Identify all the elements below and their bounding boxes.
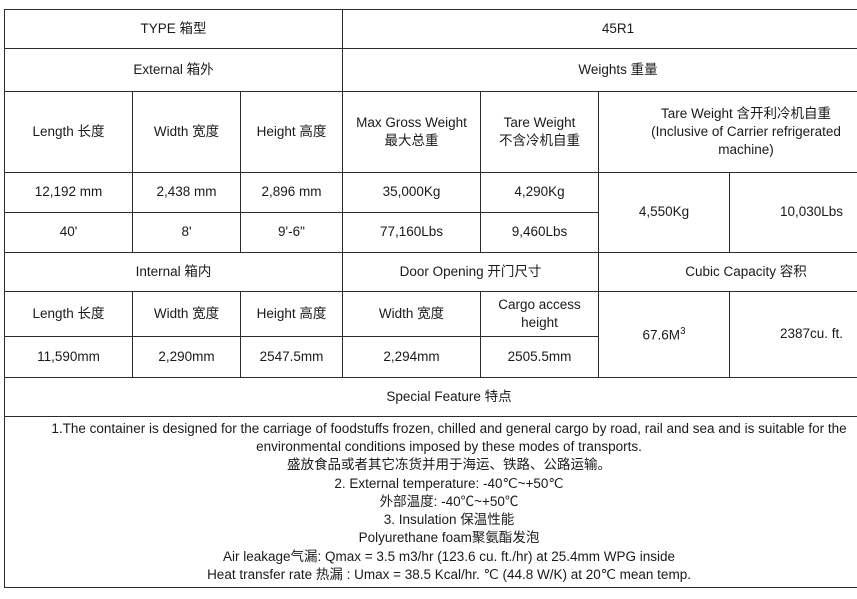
internal-width-value: 2,290mm <box>132 336 241 378</box>
cargo-access-height-header: Cargo access height <box>480 291 599 337</box>
external-height-imperial: 9'-6" <box>240 212 343 253</box>
special-feature-line-1: 1.The container is designed for the carr… <box>51 421 847 436</box>
external-height-metric: 2,896 mm <box>240 172 343 213</box>
specification-table: TYPE 箱型 45R1 External 箱外 Weights 重量 Leng… <box>3 9 857 588</box>
table-row-section-headers-2: Internal 箱内 Door Opening 开门尺寸 Cubic Capa… <box>4 252 857 292</box>
section-header-weights: Weights 重量 <box>341 48 857 92</box>
special-feature-text: 1.The container is designed for the carr… <box>3 416 857 588</box>
tare-weight-header-en: Tare Weight <box>503 114 576 130</box>
internal-height-value: 2547.5mm <box>240 336 343 378</box>
tare-weight-imperial: 9,460Lbs <box>480 212 599 253</box>
external-width-imperial: 8' <box>132 212 241 253</box>
tare-weight-inclusive-line3: machine) <box>718 142 774 158</box>
tare-weight-metric: 4,290Kg <box>480 172 599 213</box>
external-length-metric: 12,192 mm <box>4 172 133 213</box>
section-header-internal: Internal 箱内 <box>4 252 343 292</box>
table-row-external-metric: 12,192 mm 2,438 mm 2,896 mm 35,000Kg 4,2… <box>4 172 857 253</box>
special-feature-line-7: Polyurethane foam聚氨酯发泡 <box>358 530 540 546</box>
special-feature-line-3: 盛放食品或者其它冻货并用于海运、铁路、公路运输。 <box>287 457 611 473</box>
special-feature-line-2: environmental conditions imposed by thes… <box>256 439 642 455</box>
cargo-access-height-line2: height <box>521 315 558 330</box>
internal-height-header: Height 高度 <box>240 291 343 337</box>
cubic-capacity-imperial: 2387cu. ft. <box>728 291 857 378</box>
table-row-special-feature-header: Special Feature 特点 <box>3 377 857 417</box>
external-length-imperial: 40' <box>4 212 133 253</box>
tare-weight-inclusive-header: Tare Weight 含开利冷机自重 (Inclusive of Carrie… <box>597 91 857 173</box>
max-gross-weight-header: Max Gross Weight 最大总重 <box>342 91 481 173</box>
internal-length-header: Length 长度 <box>4 291 133 337</box>
max-gross-weight-header-zh: 最大总重 <box>384 133 439 148</box>
cubic-capacity-metric: 67.6M3 <box>598 291 730 378</box>
special-feature-line-5: 外部温度: -40℃~+50℃ <box>379 493 519 509</box>
max-gross-weight-metric: 35,000Kg <box>342 172 481 213</box>
special-feature-line-9: Heat transfer rate 热漏 : Umax = 38.5 Kcal… <box>207 566 691 582</box>
type-label: TYPE 箱型 <box>4 9 343 49</box>
external-width-metric: 2,438 mm <box>132 172 241 213</box>
special-feature-line-4: 2. External temperature: -40℃~+50℃ <box>334 475 564 491</box>
internal-width-header: Width 宽度 <box>132 291 241 337</box>
section-header-special-feature: Special Feature 特点 <box>3 377 857 417</box>
max-gross-weight-header-en: Max Gross Weight <box>356 114 467 130</box>
tare-weight-header-zh: 不含冷机自重 <box>499 133 580 148</box>
cargo-access-height-line1: Cargo access <box>498 296 581 312</box>
table-row-external-column-headers: Length 长度 Width 宽度 Height 高度 Max Gross W… <box>4 91 857 173</box>
table-row-external-imperial: 40' 8' 9'-6" 77,160Lbs 9,460Lbs <box>4 212 857 253</box>
cubic-capacity-metric-number: 67.6M <box>642 327 681 343</box>
max-gross-weight-imperial: 77,160Lbs <box>342 212 481 253</box>
container-spec-sheet: TYPE 箱型 45R1 External 箱外 Weights 重量 Leng… <box>3 9 857 588</box>
table-row-special-feature-body: 1.The container is designed for the carr… <box>3 416 857 588</box>
table-row-internal-column-headers: Length 长度 Width 宽度 Height 高度 Width 宽度 Ca… <box>4 291 857 378</box>
tare-weight-header: Tare Weight 不含冷机自重 <box>480 91 599 173</box>
tare-weight-inclusive-line2: (Inclusive of Carrier refrigerated <box>651 123 841 139</box>
cargo-access-height-value: 2505.5mm <box>480 336 599 378</box>
table-row-type: TYPE 箱型 45R1 <box>4 9 857 49</box>
tare-weight-inclusive-metric: 4,550Kg <box>598 172 730 253</box>
door-opening-width-value: 2,294mm <box>342 336 481 378</box>
section-header-door-opening: Door Opening 开门尺寸 <box>342 252 599 292</box>
external-width-header: Width 宽度 <box>132 91 241 173</box>
tare-weight-inclusive-line1: Tare Weight 含开利冷机自重 <box>660 105 832 121</box>
cubic-capacity-metric-exponent: 3 <box>680 325 686 337</box>
section-header-external: External 箱外 <box>4 48 343 92</box>
type-value: 45R1 <box>341 9 857 49</box>
external-height-header: Height 高度 <box>240 91 343 173</box>
section-header-cubic-capacity: Cubic Capacity 容积 <box>597 252 857 292</box>
door-opening-width-header: Width 宽度 <box>342 291 481 337</box>
table-row-section-headers-1: External 箱外 Weights 重量 <box>4 48 857 92</box>
external-length-header: Length 长度 <box>4 91 133 173</box>
special-feature-line-6: 3. Insulation 保温性能 <box>383 512 515 528</box>
special-feature-line-8: Air leakage气漏: Qmax = 3.5 m3/hr (123.6 c… <box>222 548 676 564</box>
tare-weight-inclusive-imperial: 10,030Lbs <box>728 172 857 253</box>
internal-length-value: 11,590mm <box>4 336 133 378</box>
